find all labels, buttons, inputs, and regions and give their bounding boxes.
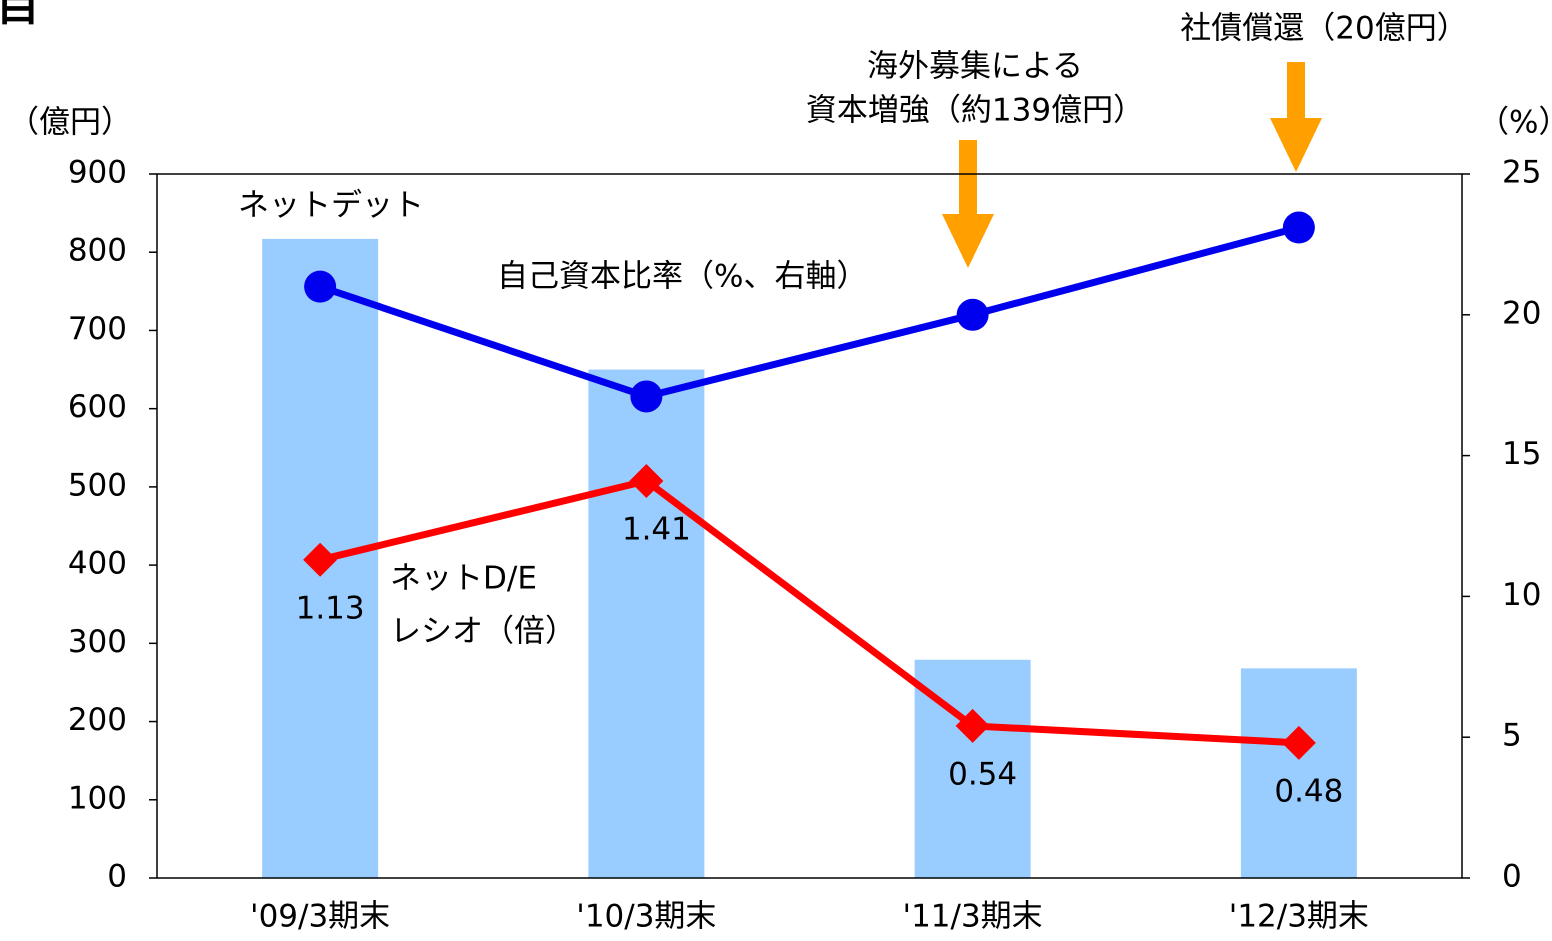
y-tick-label: 100 <box>68 780 127 816</box>
marker <box>955 708 990 743</box>
series-label: ネットデット <box>238 188 424 224</box>
x-tick-label: '12/3期末 <box>1229 899 1369 935</box>
y-tick-label: 600 <box>68 389 127 425</box>
marker <box>1281 725 1316 760</box>
data-label: 0.54 <box>948 756 1017 792</box>
y-tick-label: 200 <box>68 702 127 738</box>
line <box>319 224 1300 401</box>
y-tick-label: 900 <box>68 155 127 191</box>
y2-tick-label: 15 <box>1502 436 1541 472</box>
y2-tick-label: 5 <box>1502 718 1522 754</box>
x-tick-label: '09/3期末 <box>250 899 390 935</box>
arrow-head <box>942 214 994 268</box>
y-tick-label: 0 <box>107 859 127 895</box>
arrows <box>942 62 1322 268</box>
y-tick-label: 500 <box>68 467 127 503</box>
y-tick-label: 300 <box>68 624 127 660</box>
y-tick-label: 800 <box>68 233 127 269</box>
arrow-shaft <box>959 140 977 216</box>
bar <box>588 369 705 878</box>
annotation: 社債償還（20億円） <box>1180 11 1467 47</box>
y2-tick-label: 25 <box>1502 155 1541 191</box>
arrow-shaft <box>1287 62 1305 120</box>
series-label: 自己資本比率（%、右軸） <box>497 259 867 295</box>
series-label: レシオ（倍） <box>390 614 576 650</box>
data-label: 1.41 <box>622 511 691 547</box>
marker <box>1282 211 1315 244</box>
y2-tick-label: 0 <box>1502 859 1522 895</box>
plot-frame <box>156 173 1463 879</box>
y2-tick-label: 10 <box>1502 577 1541 613</box>
y-tick-label: 700 <box>68 311 127 347</box>
x-tick-label: '11/3期末 <box>903 899 1043 935</box>
marker <box>956 298 989 331</box>
annotation: 資本増強（約139億円） <box>806 93 1144 129</box>
y2-axis-label: （%） <box>1478 105 1552 141</box>
annotation: 海外募集による <box>867 49 1083 85</box>
bar <box>1240 668 1357 878</box>
data-label: 1.13 <box>296 590 365 626</box>
data-label: 0.48 <box>1274 773 1343 809</box>
marker <box>304 270 337 303</box>
marker <box>303 542 338 577</box>
marker <box>629 463 664 498</box>
marker <box>630 380 663 413</box>
x-tick-label: '10/3期末 <box>576 899 716 935</box>
arrow-head <box>1270 118 1322 172</box>
y2-tick-label: 20 <box>1502 295 1541 331</box>
y-axis-label: （億円） <box>8 105 132 141</box>
series-label: ネットD/E <box>390 561 537 597</box>
line <box>319 477 1300 747</box>
y-tick-label: 400 <box>68 546 127 582</box>
chart-title: 目 <box>0 0 40 31</box>
